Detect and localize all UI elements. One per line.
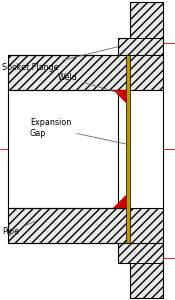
Bar [8,90,128,208]
Bar [130,2,163,38]
Text: Expansion
Gap: Expansion Gap [30,118,128,144]
Bar [118,243,163,263]
Bar [8,208,163,243]
Text: Socket Flange: Socket Flange [2,47,118,73]
Bar [118,38,163,55]
Text: Pipe: Pipe [2,221,36,236]
Text: Weld: Weld [58,74,121,93]
Polygon shape [113,90,126,103]
Bar [126,55,130,243]
Bar [128,90,163,208]
Polygon shape [113,195,126,208]
Bar [130,263,163,298]
Bar [8,55,163,90]
